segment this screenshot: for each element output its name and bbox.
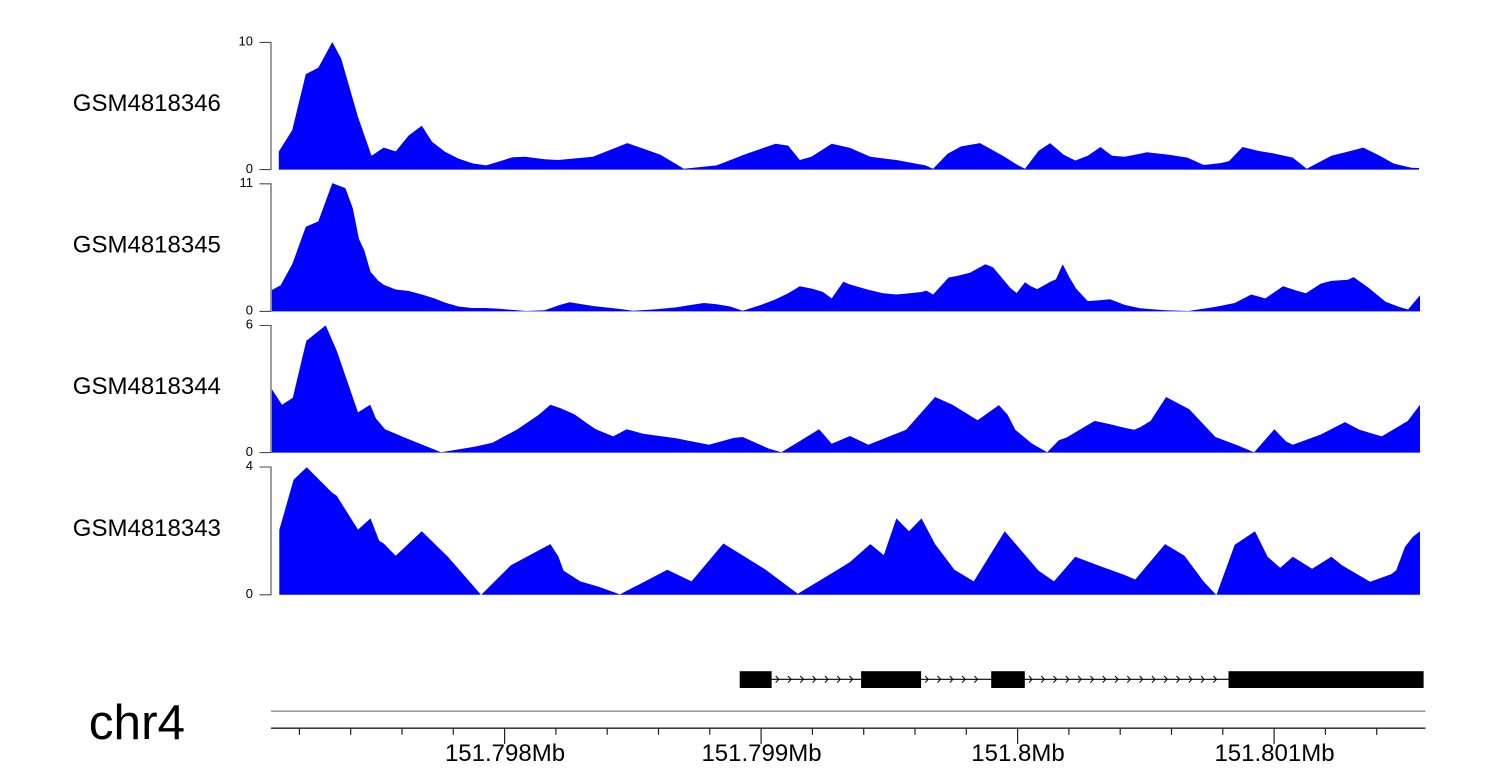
svg-text:0: 0	[246, 161, 253, 176]
svg-text:0: 0	[246, 444, 253, 459]
svg-text:4: 4	[246, 458, 253, 473]
svg-text:151.799Mb: 151.799Mb	[701, 740, 821, 767]
svg-text:0: 0	[246, 303, 253, 318]
svg-text:11: 11	[240, 175, 254, 190]
svg-text:6: 6	[246, 317, 253, 332]
svg-text:GSM4818343: GSM4818343	[73, 515, 221, 542]
svg-text:0: 0	[246, 586, 253, 601]
svg-text:10: 10	[239, 34, 253, 49]
svg-text:151.798Mb: 151.798Mb	[445, 740, 565, 767]
svg-text:chr4: chr4	[89, 695, 185, 750]
svg-text:GSM4818344: GSM4818344	[73, 373, 221, 400]
svg-text:151.8Mb: 151.8Mb	[971, 740, 1064, 767]
svg-text:GSM4818346: GSM4818346	[73, 90, 221, 117]
svg-text:GSM4818345: GSM4818345	[73, 231, 221, 258]
svg-text:151.801Mb: 151.801Mb	[1214, 740, 1334, 767]
